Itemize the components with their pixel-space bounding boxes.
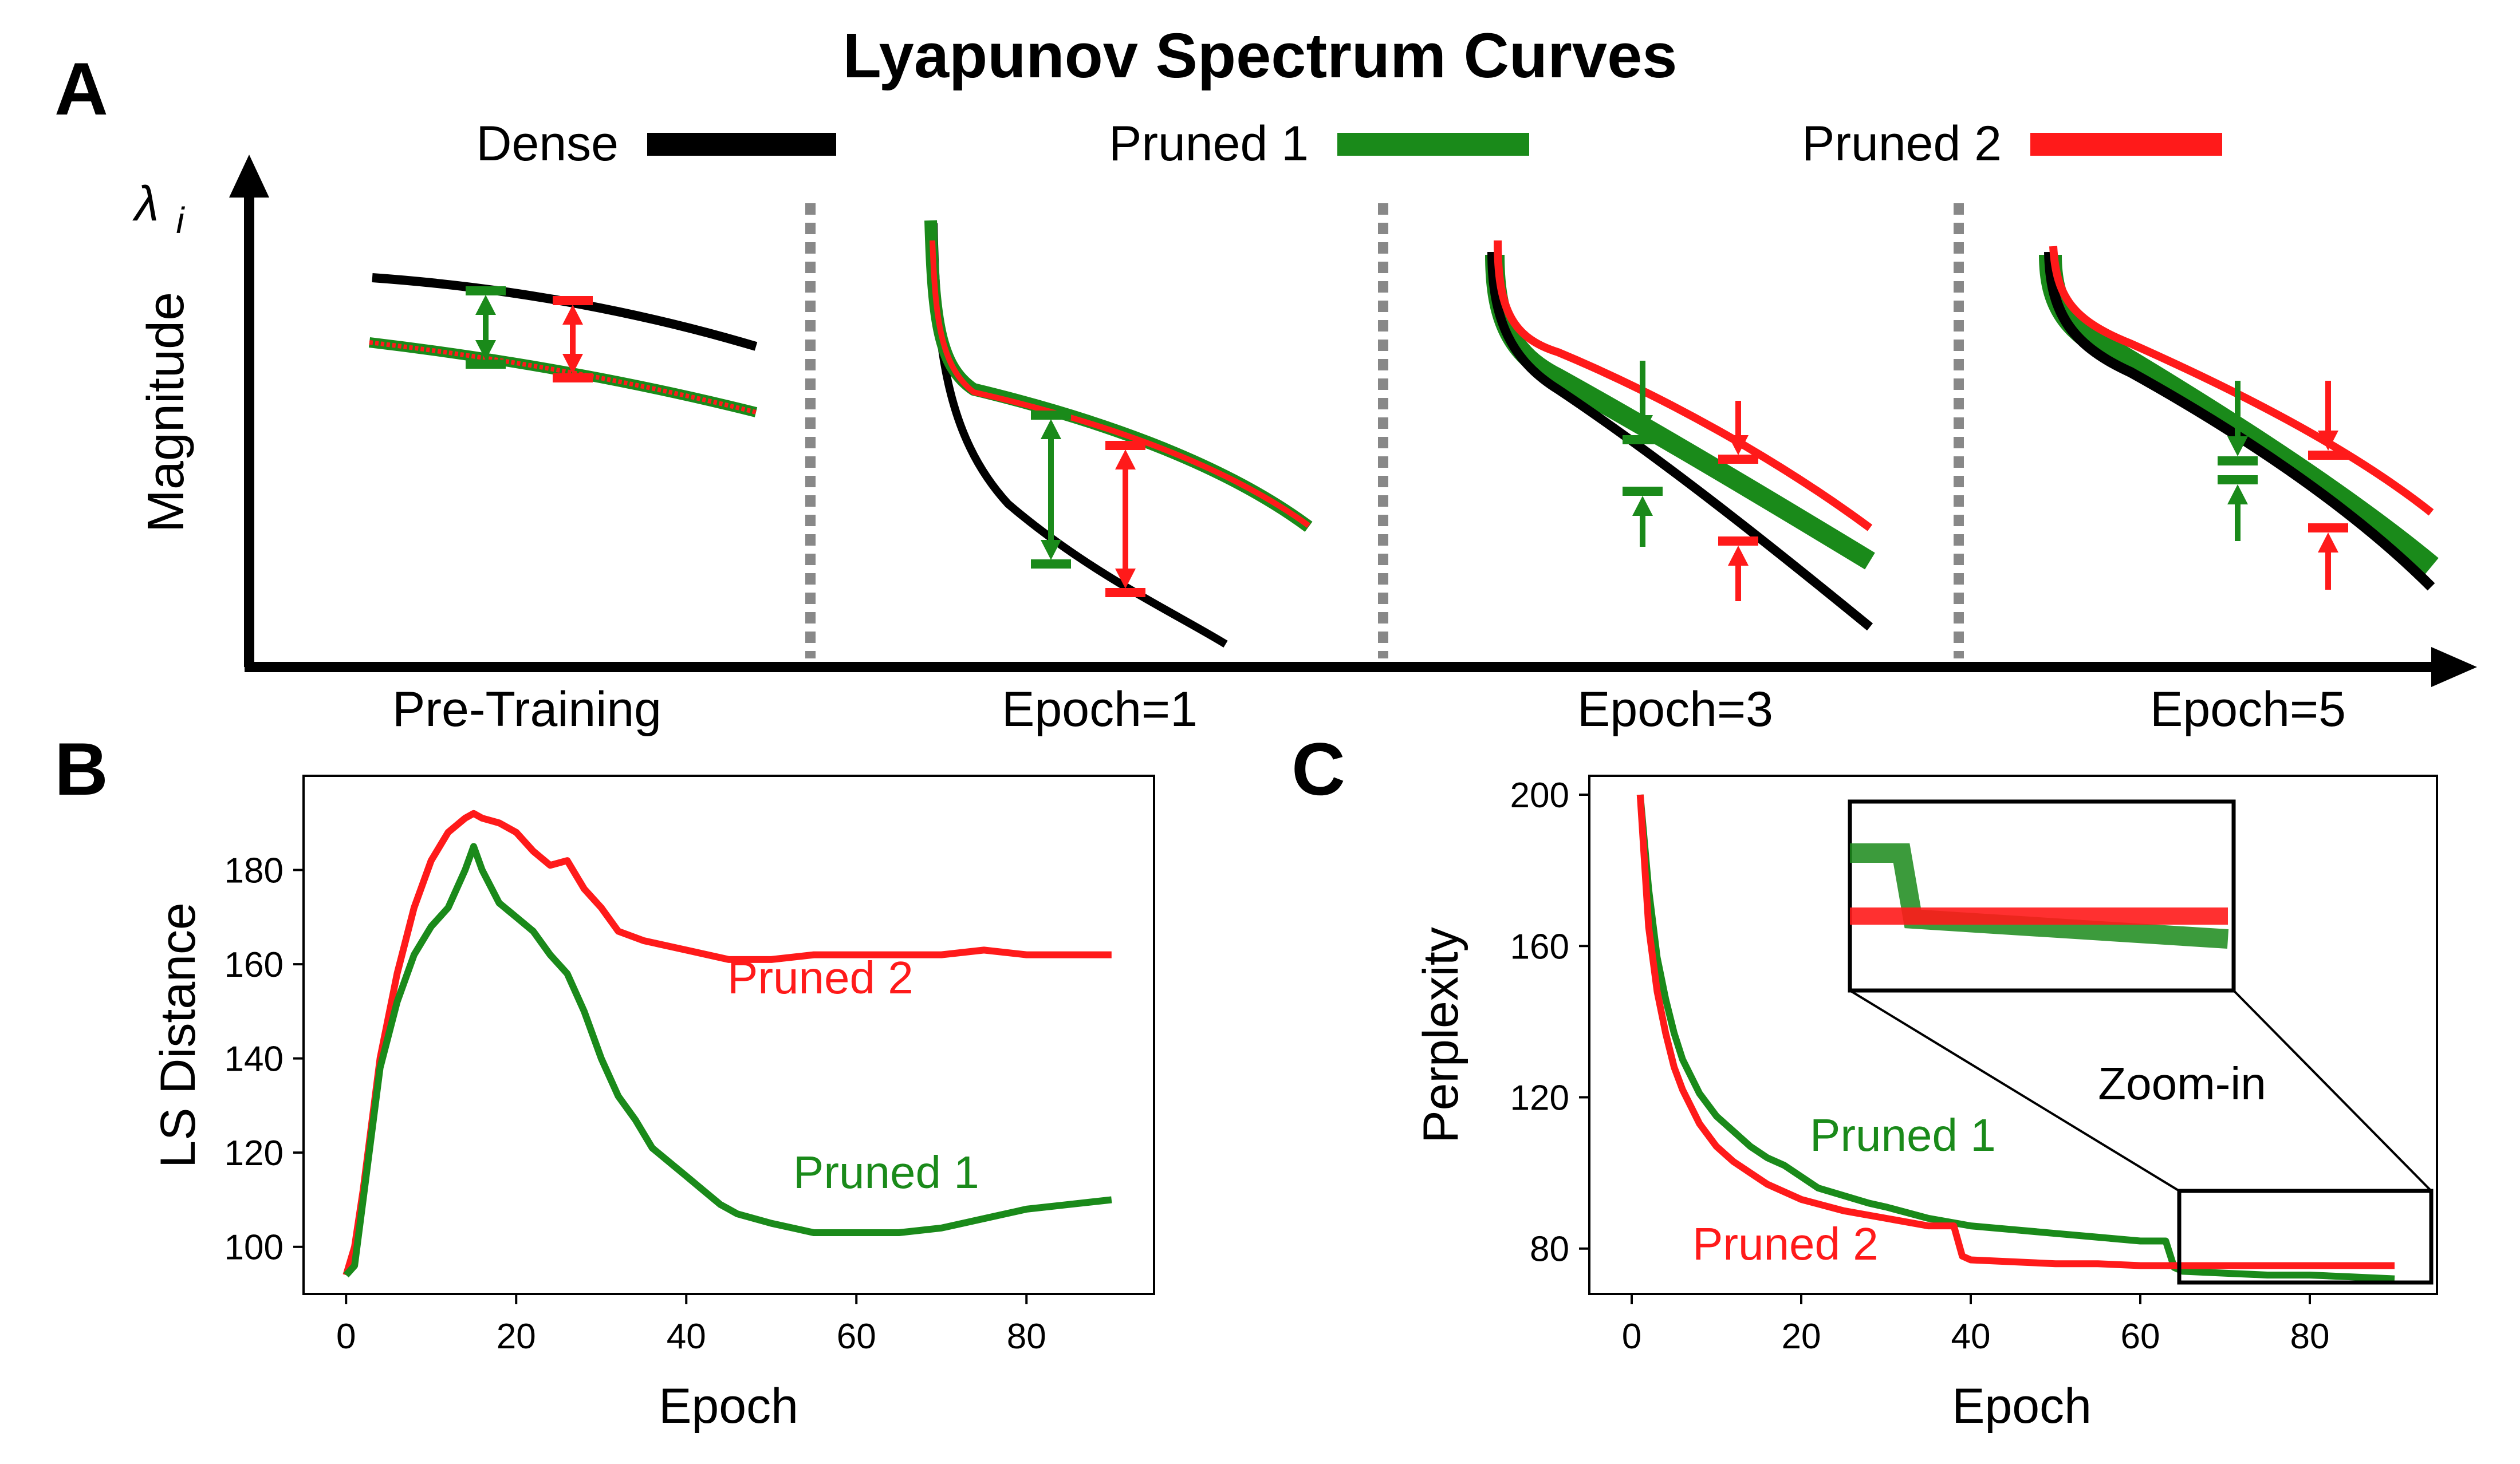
- pretraining-dense-curve: [372, 273, 758, 351]
- legend-label-pruned2: Pruned 2: [1802, 116, 2002, 171]
- c-zoom-region: [2177, 1189, 2434, 1285]
- pretraining-gap-pruned2: [553, 296, 593, 382]
- b-x-tick-label: 80: [1007, 1317, 1046, 1356]
- stage-epoch5-curves: [2039, 246, 2439, 591]
- c-plot-frame: [1588, 775, 2438, 1295]
- stage-label-epoch5: Epoch=5: [2150, 682, 2346, 737]
- epoch1-pruned2-curve: [930, 240, 1310, 528]
- c-y-tick-label: 120: [1510, 1078, 1569, 1118]
- c-annotation-pruned2: Pruned 2: [1692, 1218, 1879, 1269]
- pretraining-gap-pruned1: [466, 286, 506, 369]
- c-x-tick-label: 60: [2121, 1317, 2160, 1356]
- stage-epoch1-curves: [924, 220, 1313, 648]
- b-annotation-pruned1: Pruned 1: [793, 1147, 979, 1198]
- panel-label-c: C: [1292, 727, 1345, 811]
- b-y-tick-label: 120: [225, 1134, 284, 1173]
- c-x-axis-label: Epoch: [1952, 1379, 2092, 1434]
- epoch5-pruned1-curve: [2039, 254, 2439, 576]
- epoch1-dense-curve: [930, 223, 1228, 648]
- b-annotation-pruned2: Pruned 2: [727, 952, 914, 1003]
- epoch5-gap-pruned2: [2308, 381, 2348, 590]
- b-x-tick-label: 0: [336, 1317, 356, 1356]
- legend: Dense Pruned 1 Pruned 2: [476, 116, 2222, 171]
- b-x-tick-label: 20: [497, 1317, 536, 1356]
- pretraining-pruned2-curve: [369, 340, 757, 415]
- c-y-tick-label: 200: [1510, 776, 1569, 815]
- c-inset-pruned1-line: [1850, 843, 2229, 949]
- c-x-tick-label: 40: [1951, 1317, 1991, 1356]
- epoch1-gap-pruned1: [1031, 411, 1071, 569]
- c-x-tick-label: 80: [2290, 1317, 2330, 1356]
- b-y-tick-label: 160: [225, 945, 284, 985]
- c-inset-series: [1850, 843, 2229, 949]
- b-ticks: 0 20 40 60 80 100 120 140 160 180: [225, 851, 1046, 1356]
- stage-epoch3-curves: [1485, 240, 1875, 631]
- c-series: [1636, 794, 2395, 1283]
- b-x-tick-label: 60: [837, 1317, 876, 1356]
- c-ticks: 0 20 40 60 80 80 120 160 200: [1510, 776, 2330, 1356]
- a-y-axis-arrow: [229, 155, 269, 198]
- c-zoom-connector-right: [2232, 989, 2432, 1192]
- legend-label-dense: Dense: [476, 116, 619, 171]
- c-series-pruned2: [1636, 794, 2395, 1269]
- b-series: [342, 810, 1112, 1278]
- epoch3-gap-pruned1: [1623, 361, 1663, 547]
- stage-label-pretraining: Pre-Training: [392, 682, 662, 737]
- b-y-tick-label: 180: [225, 851, 284, 891]
- epoch3-dense-curve: [1487, 251, 1873, 631]
- b-series-pruned2: [342, 810, 1112, 1276]
- stage-label-epoch3: Epoch=3: [1577, 682, 1773, 737]
- a-y-axis-label: Magnitude: [137, 292, 195, 532]
- b-plot-frame: [302, 775, 1155, 1295]
- legend-label-pruned1: Pruned 1: [1109, 116, 1309, 171]
- b-x-axis-label: Epoch: [659, 1379, 798, 1434]
- c-zoom-label: Zoom-in: [2098, 1058, 2266, 1109]
- b-y-axis-label: LS Distance: [151, 902, 206, 1168]
- epoch5-pruned2-curve: [2049, 246, 2434, 516]
- b-series-pruned1: [343, 843, 1112, 1278]
- epoch1-gap-pruned2: [1105, 441, 1145, 597]
- c-x-tick-label: 0: [1622, 1317, 1641, 1356]
- c-series-pruned1: [1636, 794, 2395, 1283]
- epoch5-gap-pruned1: [2218, 381, 2258, 541]
- panel-b: B 0 20 40 60 80 100 120 140 160 180 Epoch LS Dist…: [54, 727, 1155, 1434]
- a-x-axis-arrow: [2431, 647, 2477, 687]
- panel-label-a: A: [54, 47, 108, 131]
- epoch3-pruned2-curve: [1494, 240, 1873, 531]
- c-y-tick-label: 160: [1510, 927, 1569, 966]
- c-y-tick-label: 80: [1530, 1230, 1569, 1269]
- b-y-tick-label: 100: [225, 1228, 284, 1268]
- c-annotation-pruned1: Pruned 1: [1810, 1110, 1996, 1161]
- b-y-tick-label: 140: [225, 1040, 284, 1079]
- stage-label-epoch1: Epoch=1: [1002, 682, 1198, 737]
- b-x-tick-label: 40: [667, 1317, 706, 1356]
- epoch3-gap-pruned2: [1718, 401, 1758, 601]
- c-zoom-connector-left: [1849, 989, 2180, 1192]
- panel-a: A Lyapunov Spectrum Curves Dense Pruned …: [54, 21, 2477, 737]
- c-x-tick-label: 20: [1782, 1317, 1821, 1356]
- c-y-axis-label: Perplexity: [1413, 927, 1468, 1143]
- chart-title: Lyapunov Spectrum Curves: [843, 21, 1678, 91]
- epoch5-dense-curve: [2044, 251, 2435, 591]
- panel-label-b: B: [54, 727, 108, 811]
- stage-pretraining-curves: [368, 273, 758, 417]
